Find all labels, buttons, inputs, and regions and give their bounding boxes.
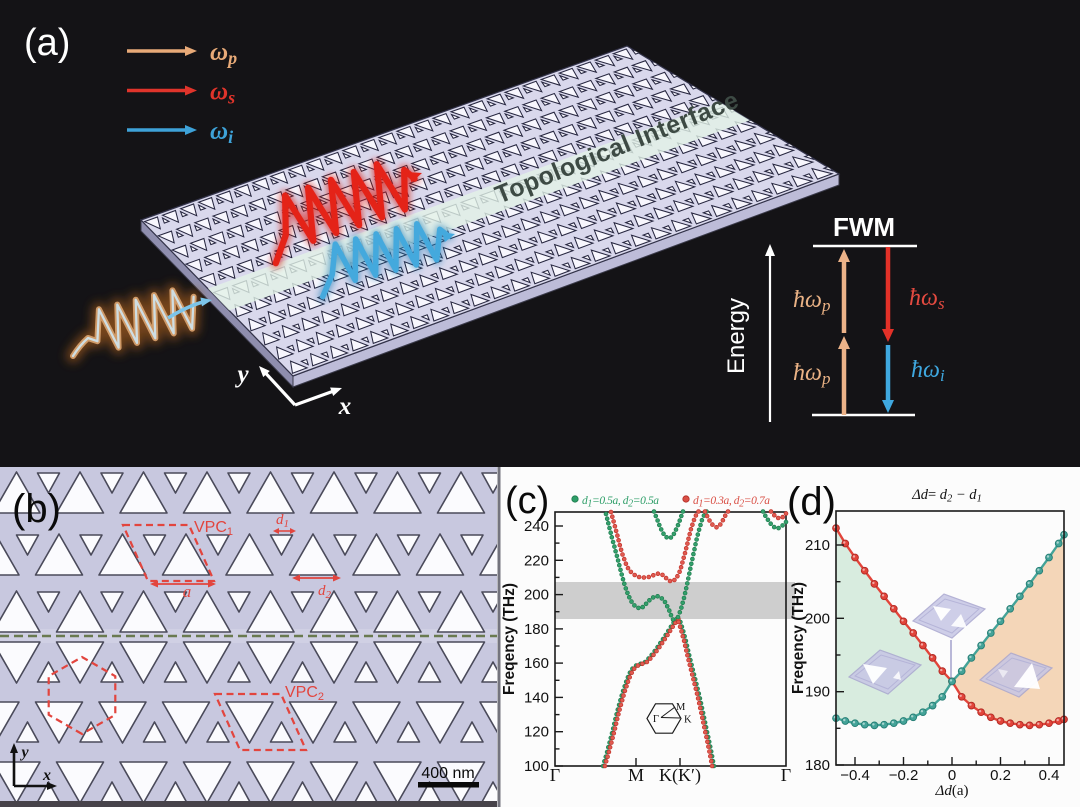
svg-text:VPC1: VPC1 xyxy=(194,519,233,538)
svg-text:210: 210 xyxy=(805,537,830,554)
svg-text:Γ: Γ xyxy=(550,765,560,785)
svg-text:d1=0.5a, d2=0.5a: d1=0.5a, d2=0.5a xyxy=(582,495,659,510)
svg-text:a: a xyxy=(183,582,192,601)
svg-text:Freqency (THz): Freqency (THz) xyxy=(501,583,518,695)
svg-text:0.2: 0.2 xyxy=(990,767,1011,784)
svg-text:Freqency (THz): Freqency (THz) xyxy=(790,582,807,694)
svg-text:200: 200 xyxy=(524,587,549,604)
svg-text:FWM: FWM xyxy=(833,212,895,242)
svg-text:K(K′): K(K′) xyxy=(659,765,701,786)
svg-text:220: 220 xyxy=(524,552,549,569)
svg-text:−0.2: −0.2 xyxy=(889,767,919,784)
svg-text:ħωi: ħωi xyxy=(911,357,945,385)
svg-text:x: x xyxy=(338,393,352,420)
svg-text:ωi: ωi xyxy=(210,118,233,147)
svg-text:(b): (b) xyxy=(12,487,61,531)
svg-text:(d): (d) xyxy=(787,480,836,524)
svg-text:0.4: 0.4 xyxy=(1039,767,1060,784)
svg-text:160: 160 xyxy=(524,655,549,672)
svg-text:140: 140 xyxy=(524,689,549,706)
svg-text:Δd= d2 − d1: Δd= d2 − d1 xyxy=(911,487,982,505)
svg-text:(c): (c) xyxy=(505,480,549,522)
svg-text:400 nm: 400 nm xyxy=(421,765,474,782)
svg-text:M: M xyxy=(628,765,644,785)
svg-text:Γ: Γ xyxy=(653,714,659,725)
svg-text:VPC2: VPC2 xyxy=(285,684,324,703)
svg-text:Γ: Γ xyxy=(781,765,791,785)
svg-text:(a): (a) xyxy=(24,22,70,64)
svg-text:M: M xyxy=(676,702,686,713)
svg-text:d1=0.3a, d2=0.7a: d1=0.3a, d2=0.7a xyxy=(693,495,770,510)
svg-text:180: 180 xyxy=(805,757,830,774)
svg-text:−0.4: −0.4 xyxy=(840,767,870,784)
svg-text:ħωs: ħωs xyxy=(909,285,945,313)
svg-text:Δd(a): Δd(a) xyxy=(935,783,969,799)
svg-text:100: 100 xyxy=(524,758,549,775)
svg-text:180: 180 xyxy=(524,621,549,638)
svg-text:Energy: Energy xyxy=(723,298,750,374)
svg-text:y: y xyxy=(234,361,249,388)
svg-text:240: 240 xyxy=(524,518,549,535)
svg-text:200: 200 xyxy=(805,610,830,627)
svg-text:190: 190 xyxy=(805,684,830,701)
svg-text:0: 0 xyxy=(948,767,956,784)
svg-text:x: x xyxy=(42,767,51,784)
svg-text:120: 120 xyxy=(524,724,549,741)
svg-text:K: K xyxy=(684,715,692,726)
svg-text:y: y xyxy=(19,744,29,761)
